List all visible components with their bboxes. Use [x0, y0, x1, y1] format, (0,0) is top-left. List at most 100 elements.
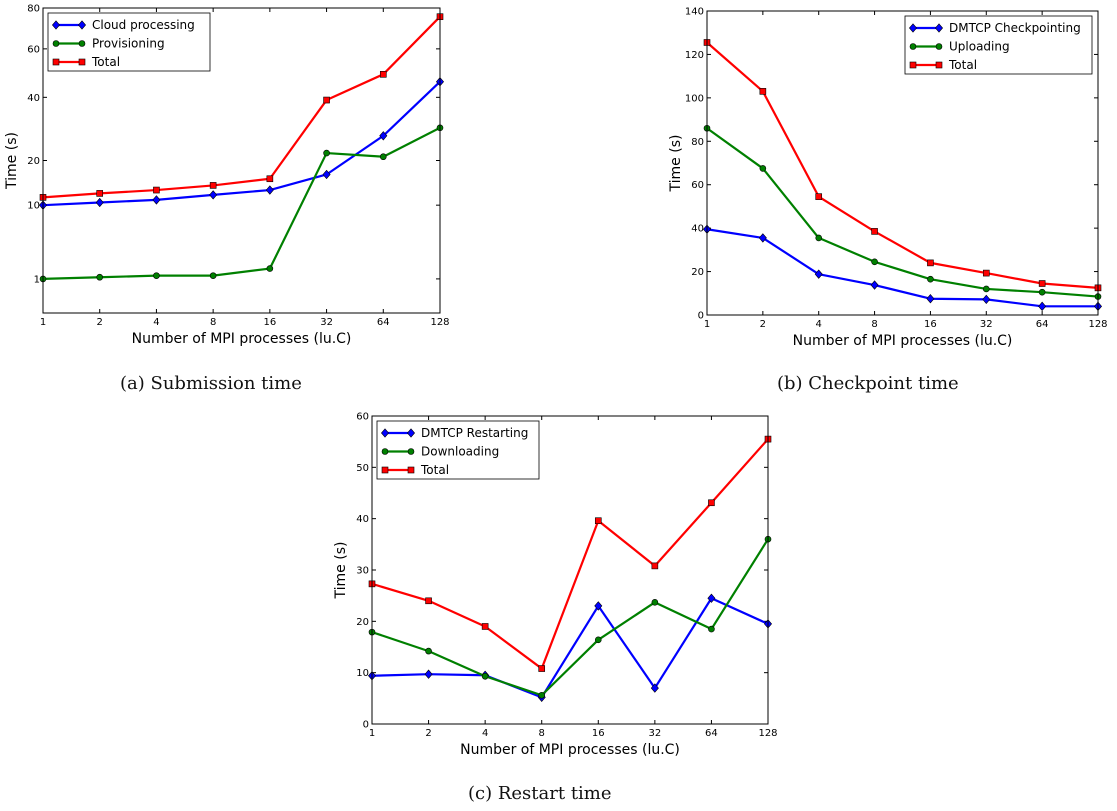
data-point: [708, 499, 715, 507]
data-point: [815, 234, 823, 242]
legend-label: Provisioning: [92, 37, 165, 51]
data-point: [322, 169, 331, 180]
y-tick-label: 40: [356, 514, 369, 525]
plot-frame: [42, 7, 441, 314]
data-point: [708, 625, 715, 633]
legend-marker: [935, 43, 943, 50]
y-tick-label: 80: [691, 137, 704, 148]
x-tick-label: 16: [263, 317, 276, 328]
plot-frame: [706, 10, 1099, 316]
x-tick-label: 32: [648, 728, 661, 739]
x-tick-label: 64: [705, 728, 718, 739]
x-tick-label: 4: [816, 319, 822, 330]
legend-box: [376, 420, 540, 480]
x-tick-label: 32: [980, 319, 993, 330]
y-tick-label: 120: [685, 50, 704, 61]
x-tick-label: 128: [430, 317, 449, 328]
legend-marker: [78, 40, 86, 47]
data-point: [424, 669, 433, 679]
x-axis-label: Number of MPI processes (lu.C): [793, 333, 1013, 349]
legend-marker: [381, 428, 389, 438]
series-line: [706, 228, 1098, 308]
legend-marker: [407, 428, 415, 438]
data-point: [871, 228, 878, 235]
legend-marker: [52, 40, 60, 47]
legend-marker: [407, 466, 415, 474]
y-tick-label: 20: [356, 617, 369, 628]
y-tick-label: 60: [356, 412, 369, 423]
y-tick-label: 10: [27, 201, 40, 212]
chart-svg-submission: 1 10 20 40 60 80 1 2 4 8 16 32 64 128 Number of MPI pr…: [4, 4, 450, 348]
x-axis-label: Number of MPI processes (lu.C): [460, 742, 680, 758]
chart-svg-restart: 0 10 20 30 40 50 60 1 2 4 8 16 32 64 128 Number of MPI …: [333, 412, 778, 759]
data-point: [425, 597, 432, 605]
y-tick-label: 140: [685, 7, 704, 18]
data-point: [266, 265, 274, 272]
data-point: [814, 269, 823, 279]
data-point: [759, 165, 767, 172]
y-tick-label: 30: [356, 566, 369, 577]
y-tick-label: 40: [27, 93, 40, 104]
chart-caption: (b) Checkpoint time: [777, 373, 959, 394]
data-point: [1038, 301, 1047, 311]
data-point: [379, 153, 387, 161]
chart-svg-checkpoint: 0 20 40 60 80 100 120 140 1 2 4 8 16 32 64 128 Number of…: [668, 7, 1108, 350]
data-point: [759, 88, 767, 95]
x-tick-label: 64: [377, 317, 390, 328]
legend-label: Cloud processing: [92, 18, 195, 32]
data-point: [96, 273, 104, 281]
data-point: [153, 272, 160, 279]
legend-label: Total: [91, 55, 120, 69]
data-point: [870, 280, 879, 290]
y-axis-label: Time (s): [333, 542, 349, 600]
x-tick-label: 2: [425, 728, 431, 739]
x-tick-label: 4: [153, 317, 159, 328]
data-point: [209, 272, 217, 279]
legend-marker: [52, 58, 60, 66]
y-tick-label: 40: [691, 224, 704, 235]
x-tick-label: 128: [758, 728, 777, 739]
data-point: [1038, 288, 1046, 296]
series-line: [371, 597, 769, 699]
data-point: [927, 275, 934, 283]
data-point: [481, 623, 489, 630]
x-axis-label: Number of MPI processes (lu.C): [132, 331, 352, 347]
data-point: [209, 190, 218, 200]
data-point: [425, 647, 432, 655]
legend-marker: [909, 61, 917, 69]
data-point: [594, 601, 603, 611]
x-tick-label: 32: [320, 317, 333, 328]
series-line: [42, 80, 441, 207]
legend-label: DMTCP Checkpointing: [949, 21, 1081, 35]
data-point: [650, 683, 659, 693]
legend-label: Total: [948, 58, 977, 72]
data-point: [707, 593, 716, 603]
series-line: [371, 438, 769, 670]
series-line: [42, 126, 441, 280]
series-line: [706, 41, 1099, 289]
plot-frame: [371, 415, 769, 725]
legend-marker: [935, 23, 943, 33]
legend-marker: [381, 448, 389, 455]
chart-panel-submission: 1 10 20 40 60 80 1 2 4 8 16 32 64 128 Number of MPI pr…: [0, 0, 460, 400]
legend-label: Uploading: [949, 40, 1010, 54]
x-tick-label: 8: [210, 317, 216, 328]
y-tick-label: 20: [691, 267, 704, 278]
x-tick-label: 128: [1088, 319, 1107, 330]
data-point: [982, 269, 990, 277]
data-point: [265, 185, 274, 195]
series-line: [706, 127, 1099, 298]
y-tick-label: 60: [691, 180, 704, 191]
x-tick-label: 8: [871, 319, 877, 330]
y-tick-label: 20: [27, 156, 40, 167]
data-point: [871, 258, 878, 266]
data-point: [266, 175, 274, 183]
legend-marker: [381, 466, 389, 474]
x-tick-label: 16: [924, 319, 937, 330]
legend-marker: [78, 20, 86, 30]
y-axis-label: Time (s): [4, 132, 20, 190]
data-point: [926, 294, 935, 304]
legend-label: Total: [420, 463, 449, 477]
x-tick-label: 64: [1036, 319, 1049, 330]
y-tick-label: 0: [363, 720, 369, 731]
